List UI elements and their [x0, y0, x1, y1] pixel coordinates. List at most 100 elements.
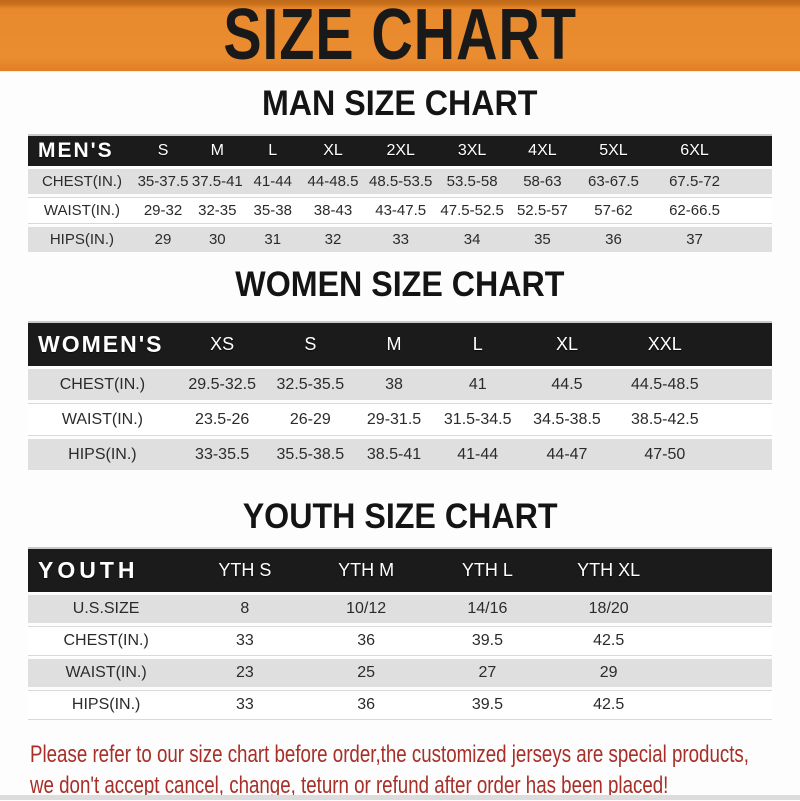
disclaimer-line-1: Please refer to our size chart before or… [30, 741, 750, 768]
column-header: XXL [613, 323, 717, 366]
size-cell: 14/16 [426, 595, 549, 623]
men-size-section: MAN SIZE CHART MEN'S S M L XL 2XL 3XL 4XL 5XL 6XL… [0, 86, 800, 255]
size-cell: 41-44 [434, 439, 521, 470]
column-header: L [244, 136, 301, 166]
size-cell: 38-43 [301, 197, 365, 224]
column-header: 5XL [577, 136, 650, 166]
row-spacer [716, 369, 772, 400]
row-spacer [739, 227, 772, 252]
table-row: WAIST(IN.) 23 25 27 29 [28, 659, 772, 687]
row-spacer [739, 197, 772, 224]
corner-label: MEN'S [28, 136, 136, 166]
size-cell: 38.5-42.5 [613, 403, 717, 436]
size-cell: 29-31.5 [353, 403, 435, 436]
size-cell: 31.5-34.5 [434, 403, 521, 436]
women-section-heading-text: WOMEN SIZE CHART [235, 265, 565, 304]
women-section-heading: WOMEN SIZE CHART [0, 267, 800, 303]
size-cell: 33 [184, 626, 306, 656]
column-header: YTH XL [548, 549, 670, 592]
column-header: XS [176, 323, 268, 366]
column-header: 6XL [649, 136, 740, 166]
size-cell: 42.5 [548, 690, 670, 720]
size-cell: 43-47.5 [364, 197, 437, 224]
men-section-heading-text: MAN SIZE CHART [262, 84, 538, 123]
row-spacer [716, 439, 772, 470]
size-cell: 26-29 [267, 403, 354, 436]
row-label: HIPS(IN.) [28, 439, 177, 470]
size-cell: 52.5-57 [507, 197, 577, 224]
table-row: HIPS(IN.) 33-35.5 35.5-38.5 38.5-41 41-44 44-… [28, 439, 772, 470]
corner-label: YOUTH [28, 549, 185, 592]
youth-size-table: YOUTH YTH S YTH M YTH L YTH XL U.S.SIZE 8 10/12… [28, 546, 772, 723]
row-spacer [669, 690, 772, 720]
size-cell: 39.5 [426, 690, 549, 720]
size-cell: 37 [649, 227, 740, 252]
size-cell: 38 [353, 369, 435, 400]
size-cell: 33-35.5 [176, 439, 268, 470]
corner-label: WOMEN'S [28, 323, 177, 366]
size-cell: 29 [135, 227, 191, 252]
size-cell: 10/12 [305, 595, 427, 623]
table-row: HIPS(IN.) 29 30 31 32 33 34 35 36 37 [28, 227, 772, 252]
column-header: XL [301, 136, 365, 166]
size-cell: 30 [190, 227, 245, 252]
bottom-edge-strip [0, 795, 800, 800]
row-label: WAIST(IN.) [28, 659, 185, 687]
header-spacer [739, 136, 772, 166]
size-cell: 57-62 [577, 197, 650, 224]
size-cell: 23.5-26 [176, 403, 268, 436]
row-label: U.S.SIZE [28, 595, 185, 623]
youth-size-section: YOUTH SIZE CHART YOUTH YTH S YTH M YTH L YTH… [0, 499, 800, 723]
row-label: WAIST(IN.) [28, 197, 136, 224]
size-cell: 36 [577, 227, 650, 252]
size-cell: 33 [364, 227, 437, 252]
row-spacer [739, 169, 772, 194]
women-size-table: WOMEN'S XS S M L XL XXL CHEST(IN.) 29.5-32.5 32.5… [28, 320, 772, 473]
size-cell: 41-44 [244, 169, 301, 194]
row-spacer [669, 659, 772, 687]
size-cell: 35-38 [244, 197, 301, 224]
size-cell: 23 [184, 659, 306, 687]
row-label: CHEST(IN.) [28, 626, 185, 656]
size-cell: 18/20 [548, 595, 670, 623]
size-cell: 48.5-53.5 [364, 169, 437, 194]
size-cell: 29.5-32.5 [176, 369, 268, 400]
column-header: 3XL [436, 136, 508, 166]
size-cell: 44-48.5 [301, 169, 365, 194]
column-header: S [267, 323, 354, 366]
size-cell: 35-37.5 [135, 169, 191, 194]
header-spacer [716, 323, 772, 366]
table-row: CHEST(IN.) 33 36 39.5 42.5 [28, 626, 772, 656]
table-header-row: YOUTH YTH S YTH M YTH L YTH XL [28, 549, 772, 592]
column-header: YTH L [426, 549, 549, 592]
men-section-heading: MAN SIZE CHART [0, 86, 800, 122]
table-row: HIPS(IN.) 33 36 39.5 42.5 [28, 690, 772, 720]
disclaimer-note: Please refer to our size chart before or… [30, 739, 800, 801]
size-cell: 63-67.5 [577, 169, 650, 194]
size-cell: 36 [305, 690, 427, 720]
page-title: SIZE CHART [223, 0, 577, 75]
size-cell: 34 [436, 227, 508, 252]
row-spacer [716, 403, 772, 436]
column-header: 4XL [507, 136, 577, 166]
row-label: CHEST(IN.) [28, 169, 136, 194]
column-header: YTH M [305, 549, 427, 592]
row-label: WAIST(IN.) [28, 403, 177, 436]
size-cell: 32-35 [190, 197, 245, 224]
size-cell: 44-47 [520, 439, 614, 470]
youth-section-heading: YOUTH SIZE CHART [0, 499, 800, 535]
size-cell: 29-32 [135, 197, 191, 224]
youth-section-heading-text: YOUTH SIZE CHART [242, 497, 558, 536]
size-cell: 53.5-58 [436, 169, 508, 194]
table-row: CHEST(IN.) 29.5-32.5 32.5-35.5 38 41 44.5 44.5… [28, 369, 772, 400]
women-size-section: WOMEN SIZE CHART WOMEN'S XS S M L XL XXL CHEST(… [0, 267, 800, 473]
size-cell: 58-63 [507, 169, 577, 194]
column-header: M [353, 323, 435, 366]
table-row: WAIST(IN.) 23.5-26 26-29 29-31.5 31.5-34.5 34… [28, 403, 772, 436]
table-row: WAIST(IN.) 29-32 32-35 35-38 38-43 43-47.5 47.… [28, 197, 772, 224]
size-cell: 47-50 [613, 439, 717, 470]
size-cell: 36 [305, 626, 427, 656]
table-header-row: MEN'S S M L XL 2XL 3XL 4XL 5XL 6XL [28, 136, 772, 166]
row-label: HIPS(IN.) [28, 690, 185, 720]
